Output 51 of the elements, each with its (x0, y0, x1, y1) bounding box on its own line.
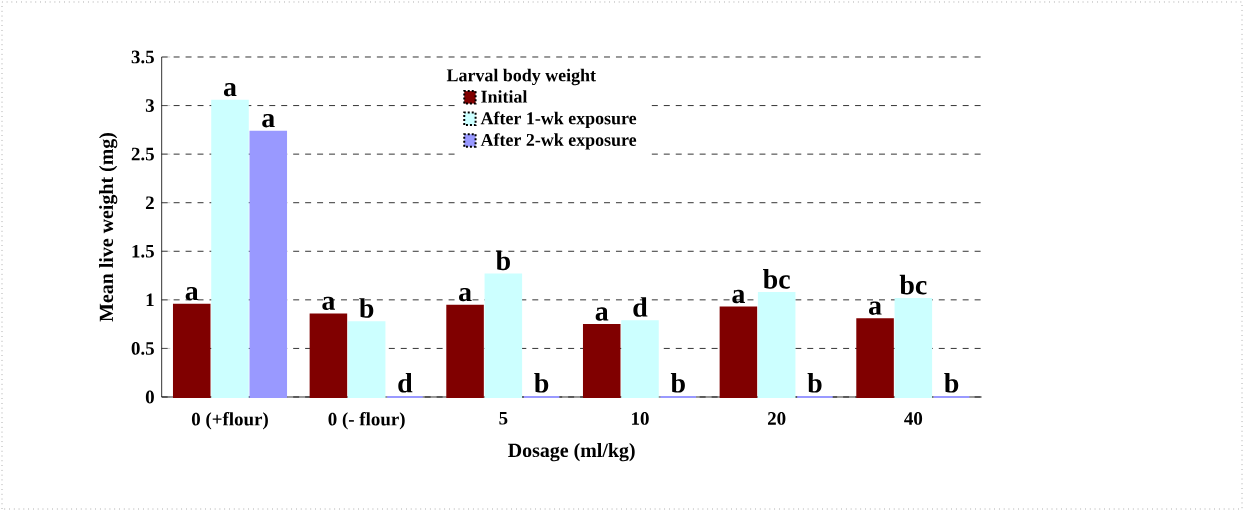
bar (621, 320, 659, 398)
data-label: a (223, 82, 237, 97)
data-label: b (944, 372, 959, 393)
y-tick-label: 0.5 (131, 341, 154, 355)
legend-label: Initial (481, 90, 528, 103)
data-label: a (185, 286, 199, 301)
y-tick-label: 2.5 (131, 147, 154, 161)
bar (309, 313, 348, 398)
x-tick-label: 20 (767, 412, 786, 425)
bar (856, 318, 894, 398)
data-label: d (398, 372, 413, 393)
data-label: bc (763, 269, 790, 289)
legend-label: After 1-wk exposure (480, 111, 637, 129)
y-axis-title: Mean live weight (mg) (99, 132, 118, 322)
x-tick-label: 10 (632, 412, 649, 425)
bar (484, 273, 523, 398)
bar (347, 321, 386, 398)
y-tick-label: 1.5 (132, 244, 154, 258)
data-label: a (595, 307, 609, 321)
data-label: b (534, 372, 549, 393)
y-tick-label: 2 (145, 196, 154, 209)
bar (211, 99, 249, 398)
y-tick-label: 3 (145, 99, 154, 112)
bar (249, 130, 288, 398)
data-label: d (633, 297, 648, 317)
x-tick-label: 0 (- flour) (328, 412, 405, 430)
data-label: b (807, 372, 822, 393)
legend-title: Larval body weight (446, 68, 596, 86)
x-tick-label: 5 (499, 412, 508, 425)
data-label: a (459, 287, 472, 302)
data-label: b (495, 250, 510, 271)
data-label: a (322, 296, 335, 311)
bar (894, 297, 933, 398)
data-label: a (869, 301, 882, 315)
bar (582, 324, 621, 398)
x-tick-label: 0 (+flour) (191, 412, 268, 430)
y-tick-label: 1 (146, 293, 154, 307)
x-axis-title: Dosage (ml/kg) (508, 443, 635, 462)
legend-label: After 2-wk exposure (480, 133, 637, 150)
bar (446, 304, 484, 398)
data-label: b (670, 372, 685, 393)
y-tick-label: 3.5 (131, 50, 154, 64)
bar (172, 303, 211, 398)
bar (719, 306, 758, 398)
data-label: bc (899, 274, 927, 295)
bar (757, 292, 796, 398)
data-label: a (732, 289, 745, 304)
x-tick-label: 40 (904, 412, 923, 425)
data-label: b (359, 298, 374, 318)
y-tick-label: 0 (145, 390, 154, 404)
data-label: a (262, 114, 275, 128)
